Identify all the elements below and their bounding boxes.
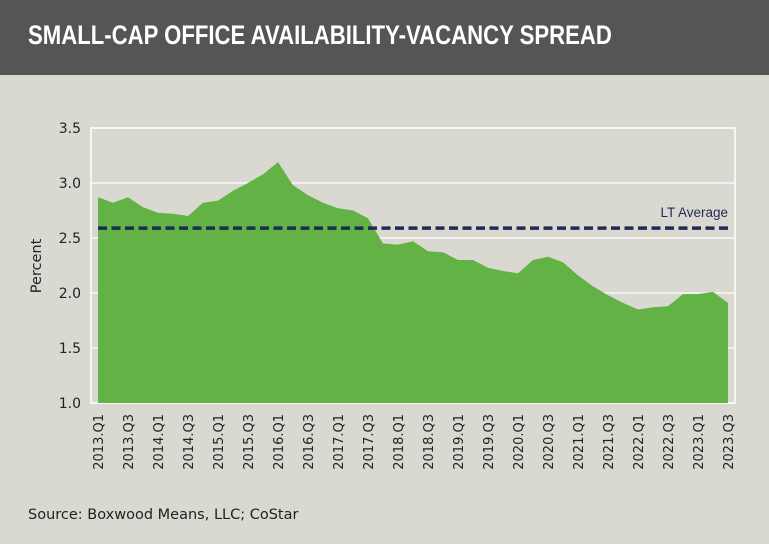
x-tick-label: 2019.Q1	[452, 414, 467, 470]
y-tick-label: 3.5	[59, 121, 81, 137]
x-tick-label: 2013.Q1	[92, 414, 107, 470]
x-tick-label: 2021.Q1	[572, 414, 587, 470]
x-tick-label: 2014.Q3	[182, 414, 197, 470]
y-tick-label: 2.0	[59, 286, 81, 302]
y-tick-label: 1.5	[59, 341, 81, 357]
x-tick-label: 2020.Q1	[512, 414, 527, 470]
x-tick-label: 2018.Q1	[392, 414, 407, 470]
x-tick-label: 2022.Q1	[632, 414, 647, 470]
x-tick-label: 2022.Q3	[662, 414, 677, 470]
x-tick-label: 2013.Q3	[122, 414, 137, 470]
x-tick-label: 2021.Q3	[602, 414, 617, 470]
x-tick-label: 2015.Q3	[242, 414, 257, 470]
x-tick-label: 2019.Q3	[482, 414, 497, 470]
y-axis-label: Percent	[29, 238, 45, 293]
x-tick-label: 2018.Q3	[422, 414, 437, 470]
x-tick-label: 2017.Q1	[332, 414, 347, 470]
source-note: Source: Boxwood Means, LLC; CoStar	[28, 507, 299, 523]
header-bar: SMALL-CAP OFFICE AVAILABILITY-VACANCY SP…	[0, 0, 769, 75]
x-tick-label: 2017.Q3	[362, 414, 377, 470]
y-tick-label: 3.0	[59, 176, 81, 192]
x-tick-label: 2020.Q3	[542, 414, 557, 470]
x-tick-label: 2016.Q1	[272, 414, 287, 470]
y-tick-label: 1.0	[59, 396, 81, 412]
x-tick-label: 2023.Q3	[722, 414, 737, 470]
area-series	[98, 162, 728, 403]
x-tick-label: 2015.Q1	[212, 414, 227, 470]
chart-title: SMALL-CAP OFFICE AVAILABILITY-VACANCY SP…	[28, 20, 612, 50]
lt-average-label: LT Average	[660, 205, 728, 220]
x-tick-label: 2016.Q3	[302, 414, 317, 470]
x-tick-label: 2023.Q1	[692, 414, 707, 470]
y-tick-label: 2.5	[59, 231, 81, 247]
x-tick-label: 2014.Q1	[152, 414, 167, 470]
